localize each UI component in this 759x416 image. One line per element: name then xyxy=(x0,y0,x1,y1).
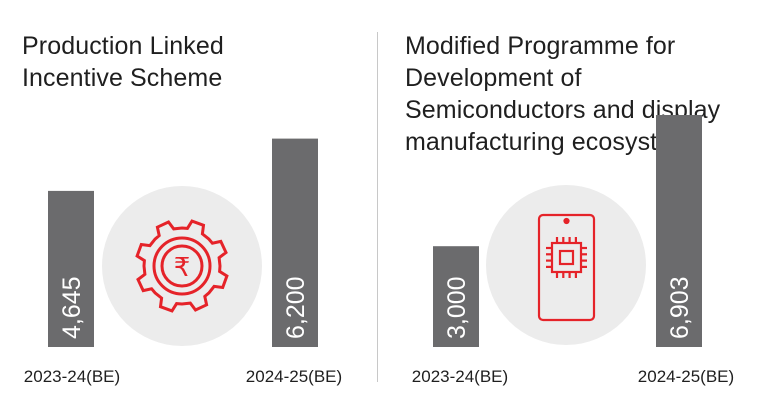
gear-inner-ring xyxy=(160,244,204,288)
category-label: 2023-24(BE) xyxy=(24,367,120,386)
chart-title-line: Modified Programme for xyxy=(405,32,676,60)
icon-background-circle xyxy=(102,186,262,346)
chart-title-line: Development of xyxy=(405,64,582,92)
smartphone-chip-icon xyxy=(537,213,596,322)
category-label: 2024-25(BE) xyxy=(246,367,342,386)
category-label: 2024-25(BE) xyxy=(638,367,734,386)
bar-value-label: 6,903 xyxy=(666,276,694,339)
chart-title-line: Production Linked xyxy=(22,32,224,60)
chip-pins xyxy=(546,237,587,278)
chart-title: Production Linked Incentive Scheme xyxy=(22,30,224,94)
rupee-symbol: ₹ xyxy=(174,253,191,283)
chip-inner xyxy=(558,249,575,266)
panel-divider xyxy=(377,32,378,382)
category-label: 2023-24(BE) xyxy=(412,367,508,386)
bars-group: 3,000 2023-24(BE) 6,903 2024-25(BE) xyxy=(412,115,734,386)
bar-chart-pli: ₹ 4,645 2023-24(BE) 6,200 2024-25(BE) xyxy=(24,138,342,386)
chart-panel-semiconductors: Modified Programme for Development of Se… xyxy=(380,0,759,416)
chart-title-line: manufacturing ecosystem xyxy=(405,128,693,156)
rupee-gear-icon: ₹ xyxy=(135,219,229,313)
bar xyxy=(272,138,318,347)
chart-panel-pli: Production Linked Incentive Scheme ₹ 4,6… xyxy=(0,0,376,416)
bar-value-label: 3,000 xyxy=(443,276,471,339)
bar-value-label: 4,645 xyxy=(58,276,86,339)
bar xyxy=(656,115,702,347)
phone-body xyxy=(537,213,596,322)
chart-title: Modified Programme for Development of Se… xyxy=(405,30,720,158)
chart-title-line: Incentive Scheme xyxy=(22,64,223,92)
gear-outline xyxy=(135,219,229,313)
phone-camera xyxy=(563,217,570,225)
bar-chart-semiconductors: 3,000 2023-24(BE) 6,903 2024-25(BE) xyxy=(412,115,734,386)
bar xyxy=(48,190,94,347)
bar xyxy=(433,246,479,347)
bars-group: 4,645 2023-24(BE) 6,200 2024-25(BE) xyxy=(24,138,342,386)
bar-value-label: 6,200 xyxy=(282,276,310,339)
gear-middle-ring xyxy=(152,236,212,296)
chip-outer xyxy=(550,241,583,274)
